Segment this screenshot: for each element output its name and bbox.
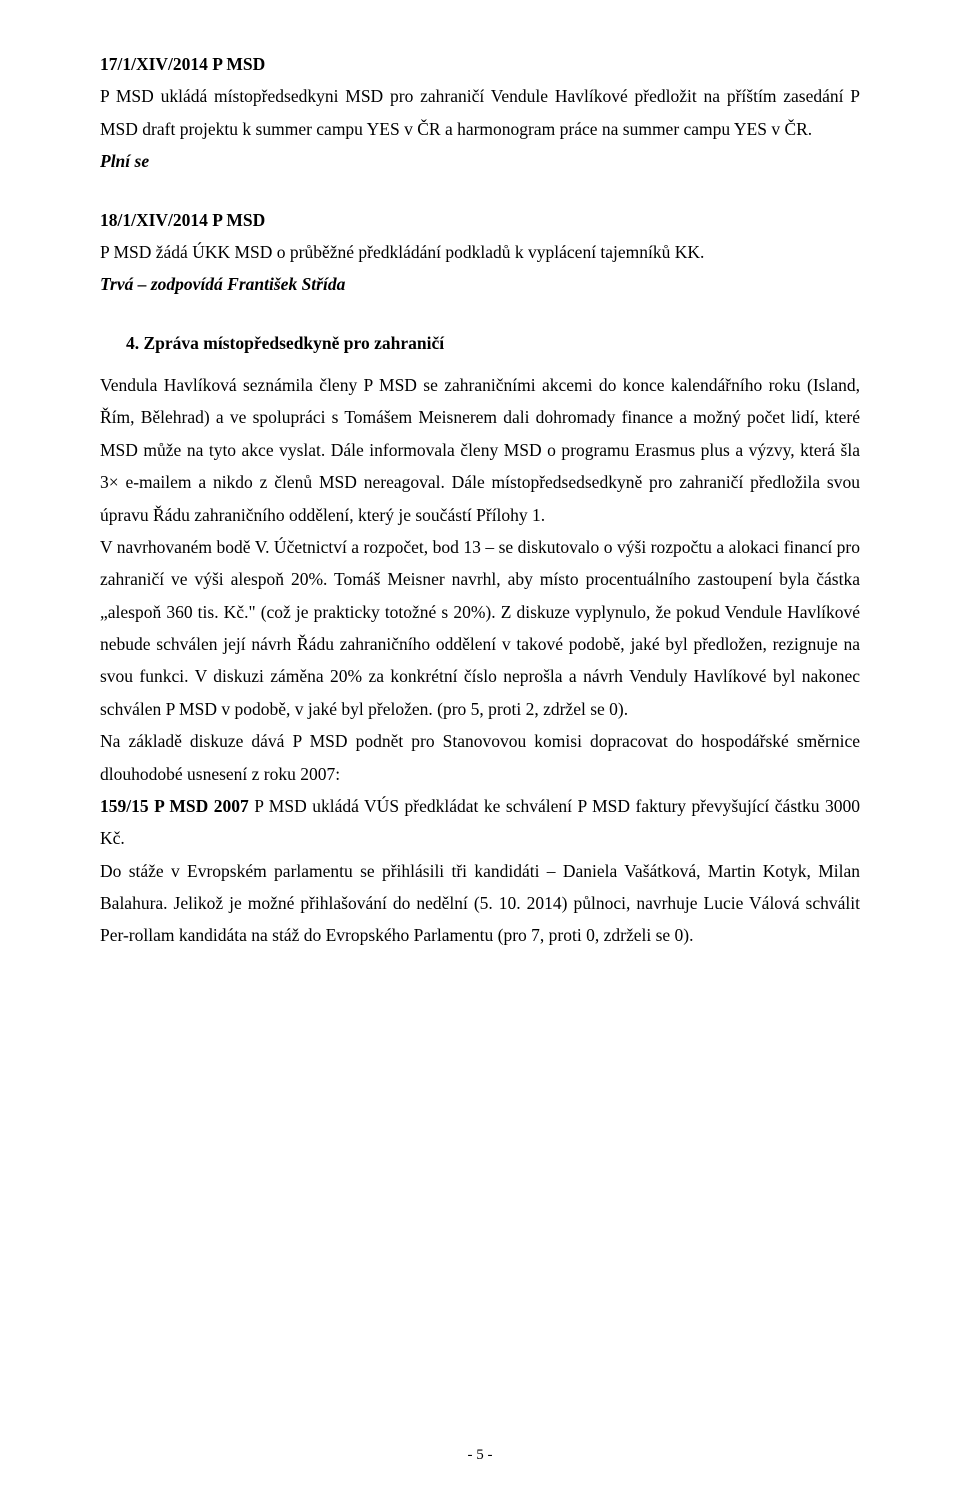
- body-paragraph-3: Na základě diskuze dává P MSD podnět pro…: [100, 725, 860, 790]
- body-paragraph-4: 159/15 P MSD 2007 P MSD ukládá VÚS předk…: [100, 790, 860, 855]
- resolution-status: Trvá – zodpovídá František Střída: [100, 268, 860, 300]
- resolution-text: P MSD ukládá místopředsedkyni MSD pro za…: [100, 80, 860, 145]
- resolution-code: 18/1/XIV/2014 P MSD: [100, 204, 860, 236]
- body-paragraph-1: Vendula Havlíková seznámila členy P MSD …: [100, 369, 860, 531]
- body-paragraph-5: Do stáže v Evropském parlamentu se přihl…: [100, 855, 860, 952]
- resolution-code: 17/1/XIV/2014 P MSD: [100, 48, 860, 80]
- body-paragraph-2: V navrhovaném bodě V. Účetnictví a rozpo…: [100, 531, 860, 725]
- resolution-text: P MSD žádá ÚKK MSD o průběžné předkládán…: [100, 236, 860, 268]
- document-page: 17/1/XIV/2014 P MSD P MSD ukládá místopř…: [0, 0, 960, 1492]
- resolution-block-2: 18/1/XIV/2014 P MSD P MSD žádá ÚKK MSD o…: [100, 204, 860, 301]
- section-heading-4: 4. Zpráva místopředsedkyně pro zahraničí: [126, 327, 860, 359]
- page-footer: - 5 -: [0, 1442, 960, 1470]
- resolution-block-1: 17/1/XIV/2014 P MSD P MSD ukládá místopř…: [100, 48, 860, 178]
- resolution-status: Plní se: [100, 145, 860, 177]
- body-paragraph-4-lead: 159/15 P MSD 2007: [100, 796, 249, 816]
